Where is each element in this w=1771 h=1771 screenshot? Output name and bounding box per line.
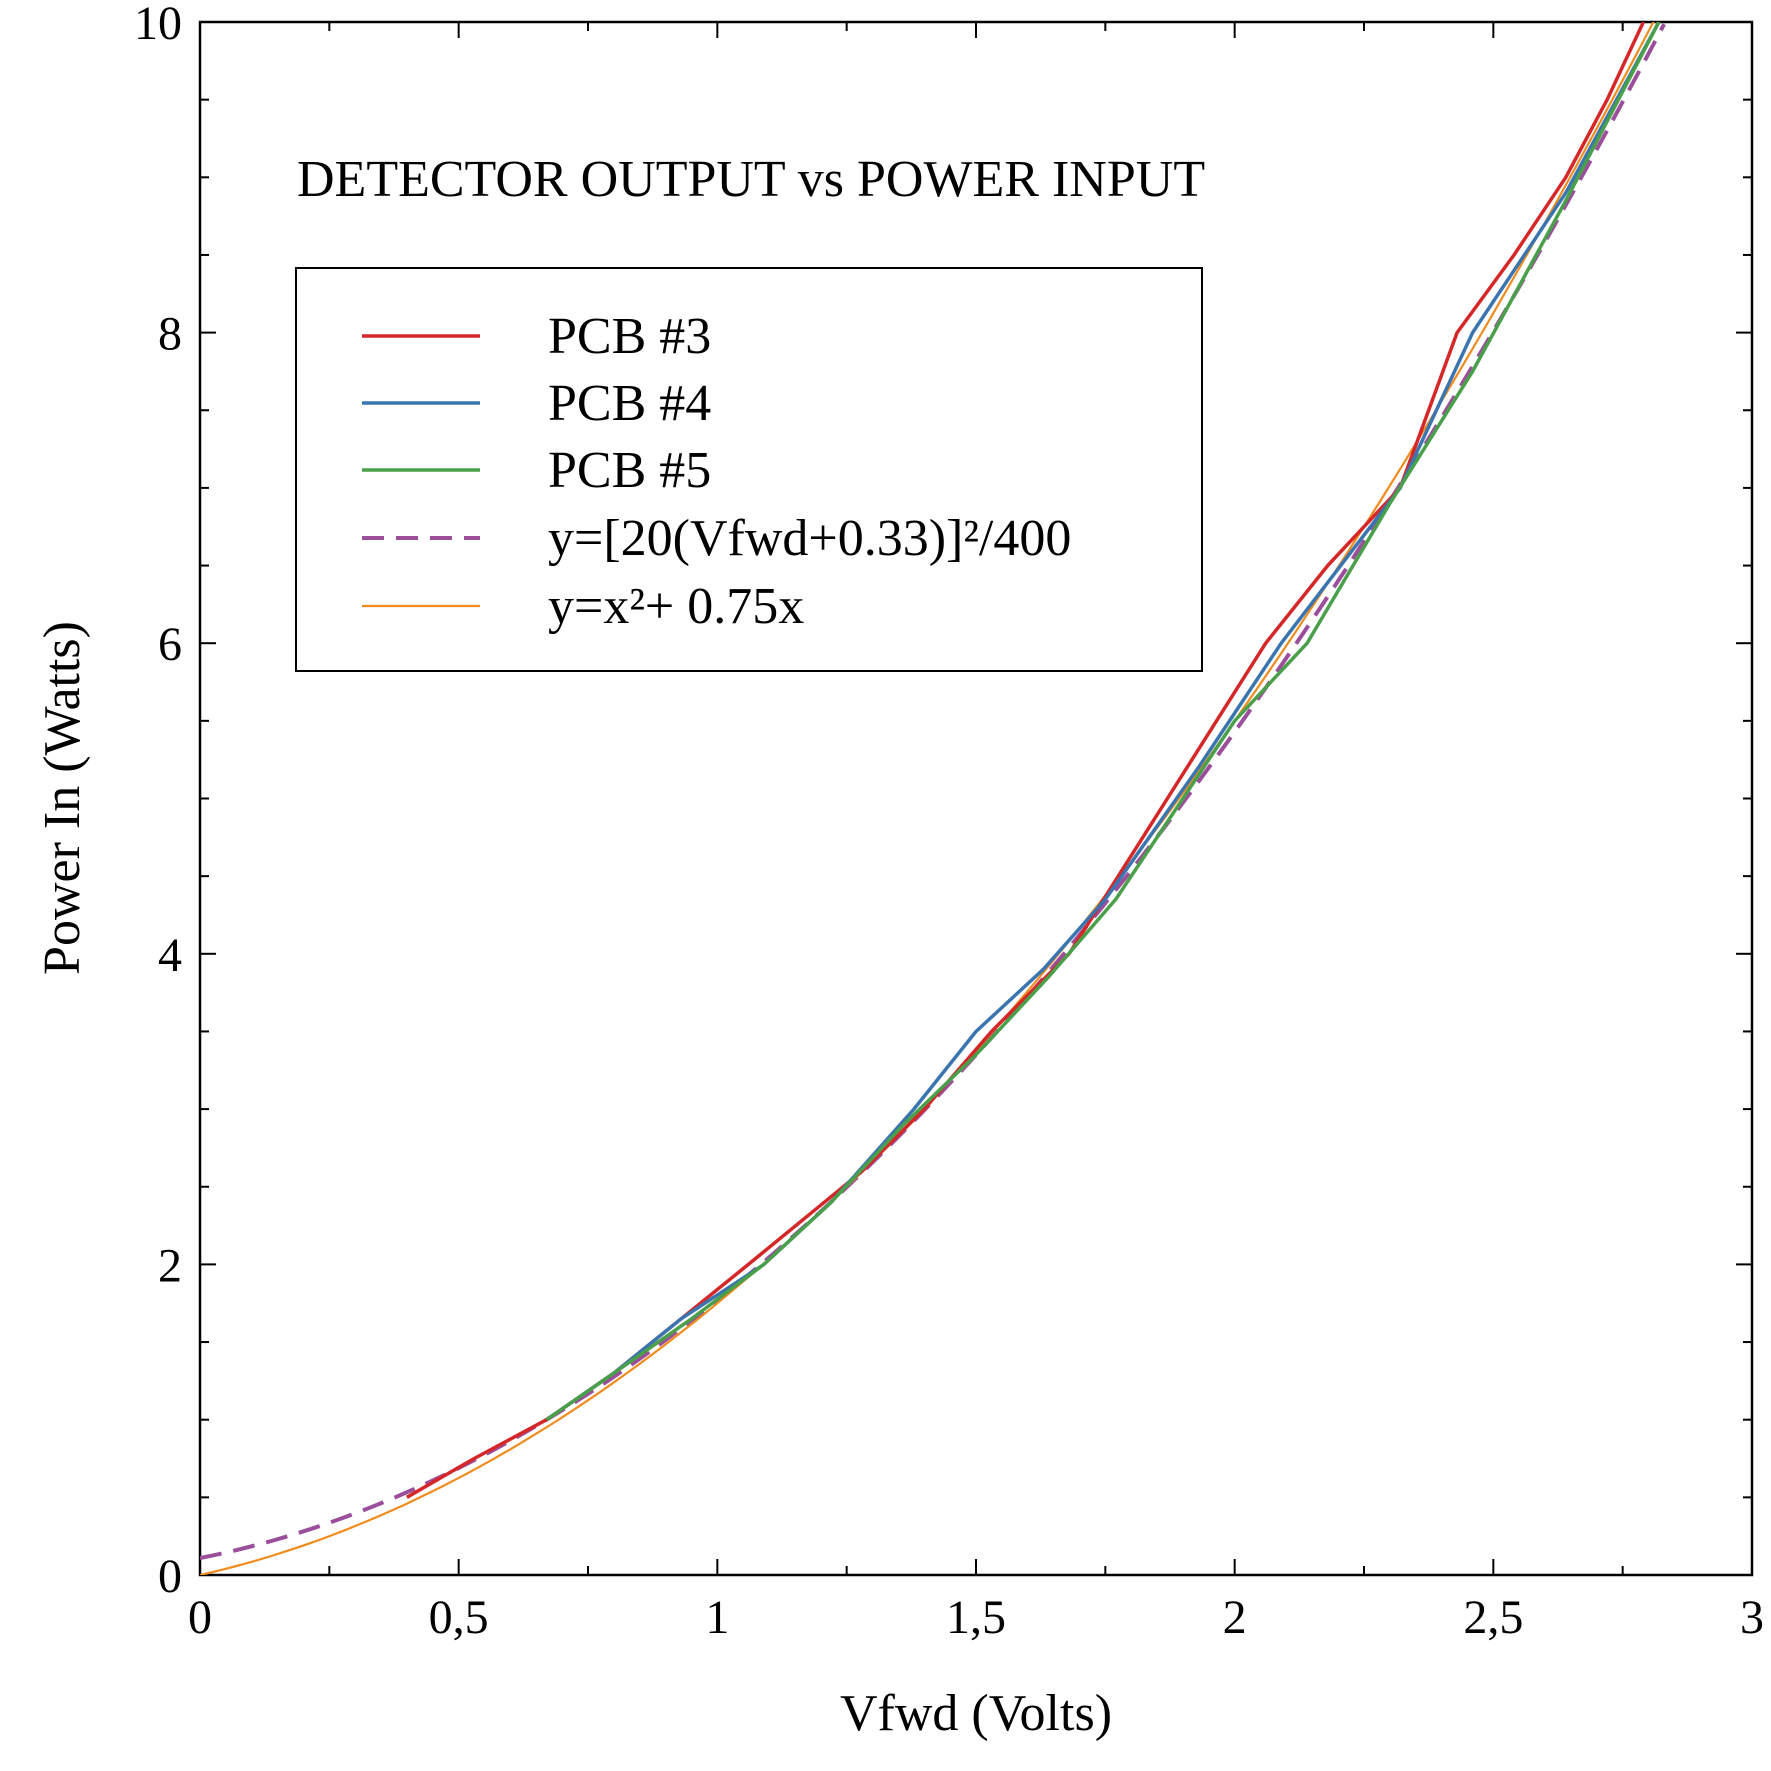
x-tick-label: 2,5 (1463, 1591, 1523, 1644)
y-tick-label: 2 (158, 1239, 182, 1292)
series-lines (200, 22, 1666, 1575)
x-tick-label: 2 (1223, 1591, 1247, 1644)
legend-label-3: y=[20(Vfwd+0.33)]²/400 (548, 510, 1071, 567)
legend-label-2: PCB #5 (548, 442, 711, 499)
plot-frame (198, 20, 1754, 1577)
y-axis-label: Power In (Watts) (34, 621, 91, 975)
series-line-1 (545, 22, 1661, 1422)
x-tick-label: 3 (1740, 1591, 1764, 1644)
legend-label-4: y=x²+ 0.75x (548, 578, 804, 635)
x-axis-label: Vfwd (Volts) (840, 1685, 1112, 1742)
y-tick-label: 8 (158, 308, 182, 361)
legend: PCB #3 PCB #4 PCB #5 y=[20(Vfwd+0.33)]²/400… (295, 267, 1203, 672)
series-line-4 (200, 22, 1655, 1575)
y-tick-label: 6 (158, 618, 182, 671)
chart-title: DETECTOR OUTPUT vs POWER INPUT (297, 151, 1205, 208)
axis-ticks (199, 21, 1753, 1576)
y-tick-label: 10 (134, 0, 182, 50)
x-tick-label: 1 (705, 1591, 729, 1644)
x-tick-label: 1,5 (946, 1591, 1006, 1644)
y-tick-label: 4 (158, 929, 182, 982)
tick-labels: 0 0,5 1 1,5 2 2,5 3 0 2 4 6 8 10 (134, 0, 1764, 1644)
x-tick-label: 0,5 (429, 1591, 489, 1644)
series-line-3 (200, 23, 1666, 1561)
series-line-0 (406, 22, 1645, 1499)
series-line-2 (545, 22, 1661, 1422)
legend-label-0: PCB #3 (548, 308, 711, 365)
y-tick-label: 0 (158, 1550, 182, 1603)
x-tick-label: 0 (188, 1591, 212, 1644)
legend-label-1: PCB #4 (548, 375, 711, 432)
